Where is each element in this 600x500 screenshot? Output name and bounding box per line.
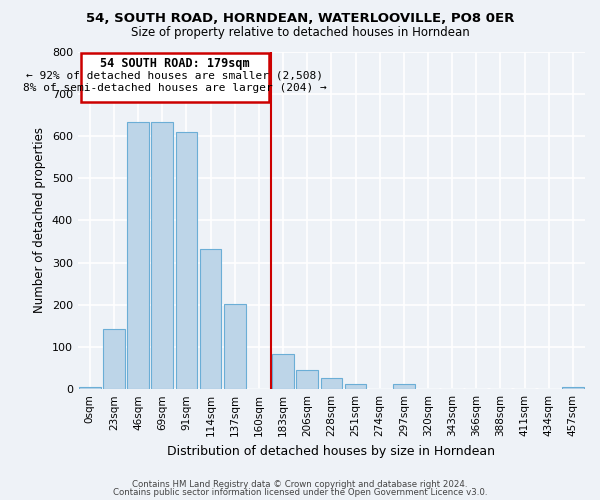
- Bar: [320, 378, 342, 389]
- Bar: [103, 329, 125, 389]
- Text: 54, SOUTH ROAD, HORNDEAN, WATERLOOVILLE, PO8 0ER: 54, SOUTH ROAD, HORNDEAN, WATERLOOVILLE,…: [86, 12, 514, 26]
- Bar: [344, 384, 367, 389]
- Bar: [393, 384, 415, 389]
- Bar: [224, 304, 245, 389]
- Bar: [296, 370, 318, 389]
- Text: Contains HM Land Registry data © Crown copyright and database right 2024.: Contains HM Land Registry data © Crown c…: [132, 480, 468, 489]
- Bar: [151, 122, 173, 389]
- Text: Size of property relative to detached houses in Horndean: Size of property relative to detached ho…: [131, 26, 469, 39]
- Bar: [272, 354, 294, 389]
- Bar: [200, 248, 221, 389]
- Bar: [79, 387, 101, 389]
- FancyBboxPatch shape: [82, 53, 269, 102]
- Text: 8% of semi-detached houses are larger (204) →: 8% of semi-detached houses are larger (2…: [23, 83, 327, 93]
- Text: 54 SOUTH ROAD: 179sqm: 54 SOUTH ROAD: 179sqm: [100, 57, 250, 70]
- X-axis label: Distribution of detached houses by size in Horndean: Distribution of detached houses by size …: [167, 444, 496, 458]
- Bar: [562, 387, 584, 389]
- Text: Contains public sector information licensed under the Open Government Licence v3: Contains public sector information licen…: [113, 488, 487, 497]
- Text: ← 92% of detached houses are smaller (2,508): ← 92% of detached houses are smaller (2,…: [26, 70, 323, 81]
- Y-axis label: Number of detached properties: Number of detached properties: [33, 128, 46, 314]
- Bar: [127, 122, 149, 389]
- Bar: [176, 132, 197, 389]
